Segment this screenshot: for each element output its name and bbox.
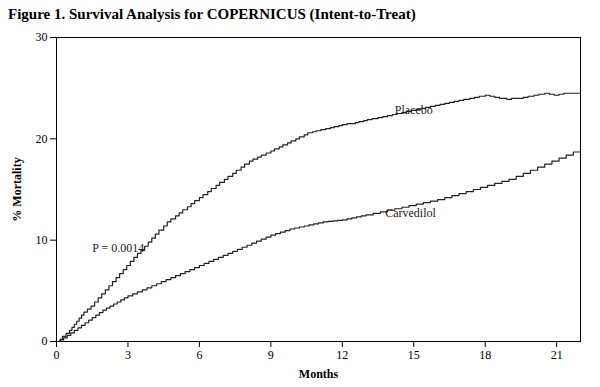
svg-text:6: 6 [196, 348, 202, 362]
svg-text:21: 21 [551, 348, 563, 362]
svg-text:18: 18 [479, 348, 491, 362]
svg-text:3: 3 [125, 348, 131, 362]
svg-text:% Mortality: % Mortality [10, 157, 24, 221]
svg-text:9: 9 [268, 348, 274, 362]
svg-text:20: 20 [36, 132, 48, 146]
svg-text:Months: Months [299, 367, 339, 381]
svg-text:15: 15 [408, 348, 420, 362]
svg-text:10: 10 [36, 233, 48, 247]
svg-text:0: 0 [54, 348, 60, 362]
svg-text:30: 30 [36, 30, 48, 44]
svg-text:0: 0 [42, 334, 48, 348]
svg-text:Carvedilol: Carvedilol [385, 206, 436, 220]
svg-text:Placebo: Placebo [395, 103, 433, 117]
svg-text:12: 12 [336, 348, 348, 362]
svg-text:P = 0.0014: P = 0.0014 [92, 241, 144, 255]
html-text:Figure 1. Survival Analysis fo: Figure 1. Survival Analysis for COPERNIC… [8, 6, 416, 22]
